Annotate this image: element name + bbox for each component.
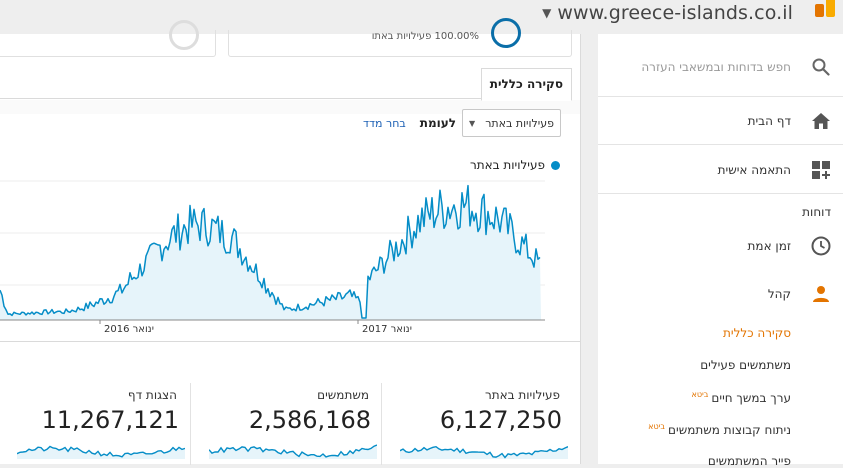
sidebar-subitem-user-explorer[interactable]: פייר המשתמשים: [707, 454, 791, 468]
legend-label: פעילויות באתר: [469, 158, 545, 172]
sidebar-item-home[interactable]: דף הבית: [598, 106, 843, 136]
sidebar-subitem-cohort-analysis[interactable]: ניתוח קבוצות משתמשיםביטא: [648, 422, 791, 437]
main-pane: 100.00% פעילויות באתו סקירה כללית פעילוי…: [0, 18, 581, 465]
sidebar-item-label: קהל: [767, 287, 791, 301]
sidebar-item-label: זמן אמת: [747, 239, 791, 253]
percent-text: 100.00% פעילויות באתו: [371, 31, 479, 42]
sparkline-line: [17, 445, 185, 458]
sparkline-area: [17, 446, 185, 459]
sidebar-subitem-active-users[interactable]: משתמשים פעילים: [700, 358, 791, 372]
previous-card: [0, 20, 216, 57]
metric-users[interactable]: משתמשים 2,586,168: [190, 383, 381, 465]
legend-dot: [551, 160, 560, 170]
sessions-chart[interactable]: ינואר 2016 ינואר 2017: [0, 174, 545, 339]
sidebar-item-customization[interactable]: התאמה אישית: [598, 155, 843, 185]
chart-legend: פעילויות באתר: [470, 158, 560, 172]
sparkline-line: [400, 445, 568, 459]
property-selector[interactable]: ▼ www.greece-islands.co.il: [542, 2, 793, 24]
sidebar-search[interactable]: חפש בדוחות ובמשאבי העזרה: [598, 52, 843, 82]
tab-strip-background: [0, 100, 580, 114]
metric-label: הצגות דף: [127, 388, 177, 402]
sidebar-item-audience[interactable]: קהל: [598, 279, 843, 309]
tab-overview[interactable]: סקירה כללית: [480, 68, 572, 101]
sidebar-divider: [598, 193, 843, 194]
section-divider: [0, 341, 580, 342]
chart-controls: פעילויות באתר ▼ לעומת בחר מדד: [363, 109, 561, 137]
top-bar: ▼ www.greece-islands.co.il: [0, 0, 843, 34]
sidebar-subitem-lifetime-value[interactable]: ערך במשך חייםביטא: [691, 390, 791, 405]
x-tick-label: ינואר 2016: [104, 324, 154, 335]
series-line: [0, 184, 541, 319]
dashboard-add-icon: [811, 160, 831, 180]
reports-header: דוחות: [598, 202, 843, 222]
chevron-down-icon: ▼: [469, 118, 476, 128]
sparkline: [400, 445, 568, 459]
sidebar-subitem-label: ערך במשך חיים: [711, 391, 791, 405]
metric-pageviews[interactable]: הצגות דף 11,267,121: [0, 383, 189, 465]
metric-select-value: פעילויות באתר: [485, 116, 554, 130]
metric-label: פעילויות באתר: [484, 388, 560, 402]
donut-icon: [491, 18, 521, 48]
sidebar-item-label: התאמה אישית: [717, 163, 791, 177]
sidebar-item-label: דף הבית: [747, 114, 791, 128]
analytics-logo-icon: [811, 0, 835, 17]
search-placeholder[interactable]: חפש בדוחות ובמשאבי העזרה: [641, 60, 791, 74]
series-area: [0, 185, 541, 320]
metric-value: 2,586,168: [248, 406, 371, 434]
sparkline-line: [209, 444, 377, 458]
tab-divider: [0, 98, 572, 99]
site-name[interactable]: www.greece-islands.co.il: [557, 2, 793, 24]
person-icon: [811, 284, 831, 304]
sidebar-item-realtime[interactable]: זמן אמת: [598, 231, 843, 261]
beta-badge: ביטא: [648, 422, 666, 431]
metric-label: משתמשים: [317, 388, 369, 402]
search-icon[interactable]: [811, 57, 831, 77]
sidebar-divider: [598, 96, 843, 97]
sidebar-divider: [598, 144, 843, 145]
donut-icon: [169, 20, 199, 50]
versus-label: לעומת: [419, 116, 457, 130]
metric-sessions[interactable]: פעילויות באתר 6,127,250: [381, 383, 572, 465]
metric-value: 11,267,121: [41, 406, 179, 434]
sidebar-subitem-label: ניתוח קבוצות משתמשים: [668, 423, 791, 437]
dropdown-caret-icon[interactable]: ▼: [542, 6, 552, 20]
x-tick-label: ינואר 2017: [362, 324, 412, 335]
home-icon: [811, 111, 831, 131]
sidebar: חפש בדוחות ובמשאבי העזרה דף הבית התאמה א…: [598, 34, 843, 468]
sidebar-subitem-overview[interactable]: סקירה כללית: [723, 326, 791, 340]
metric-value: 6,127,250: [439, 406, 562, 434]
sparkline: [209, 444, 377, 459]
previous-card: 100.00% פעילויות באתו: [228, 18, 572, 57]
sparkline: [17, 445, 185, 459]
clock-icon: [811, 236, 831, 256]
metric-select[interactable]: פעילויות באתר ▼: [462, 109, 561, 137]
reports-header-label: דוחות: [802, 205, 831, 219]
choose-metric-link[interactable]: בחר מדד: [363, 116, 406, 130]
beta-badge: ביטא: [691, 390, 709, 399]
